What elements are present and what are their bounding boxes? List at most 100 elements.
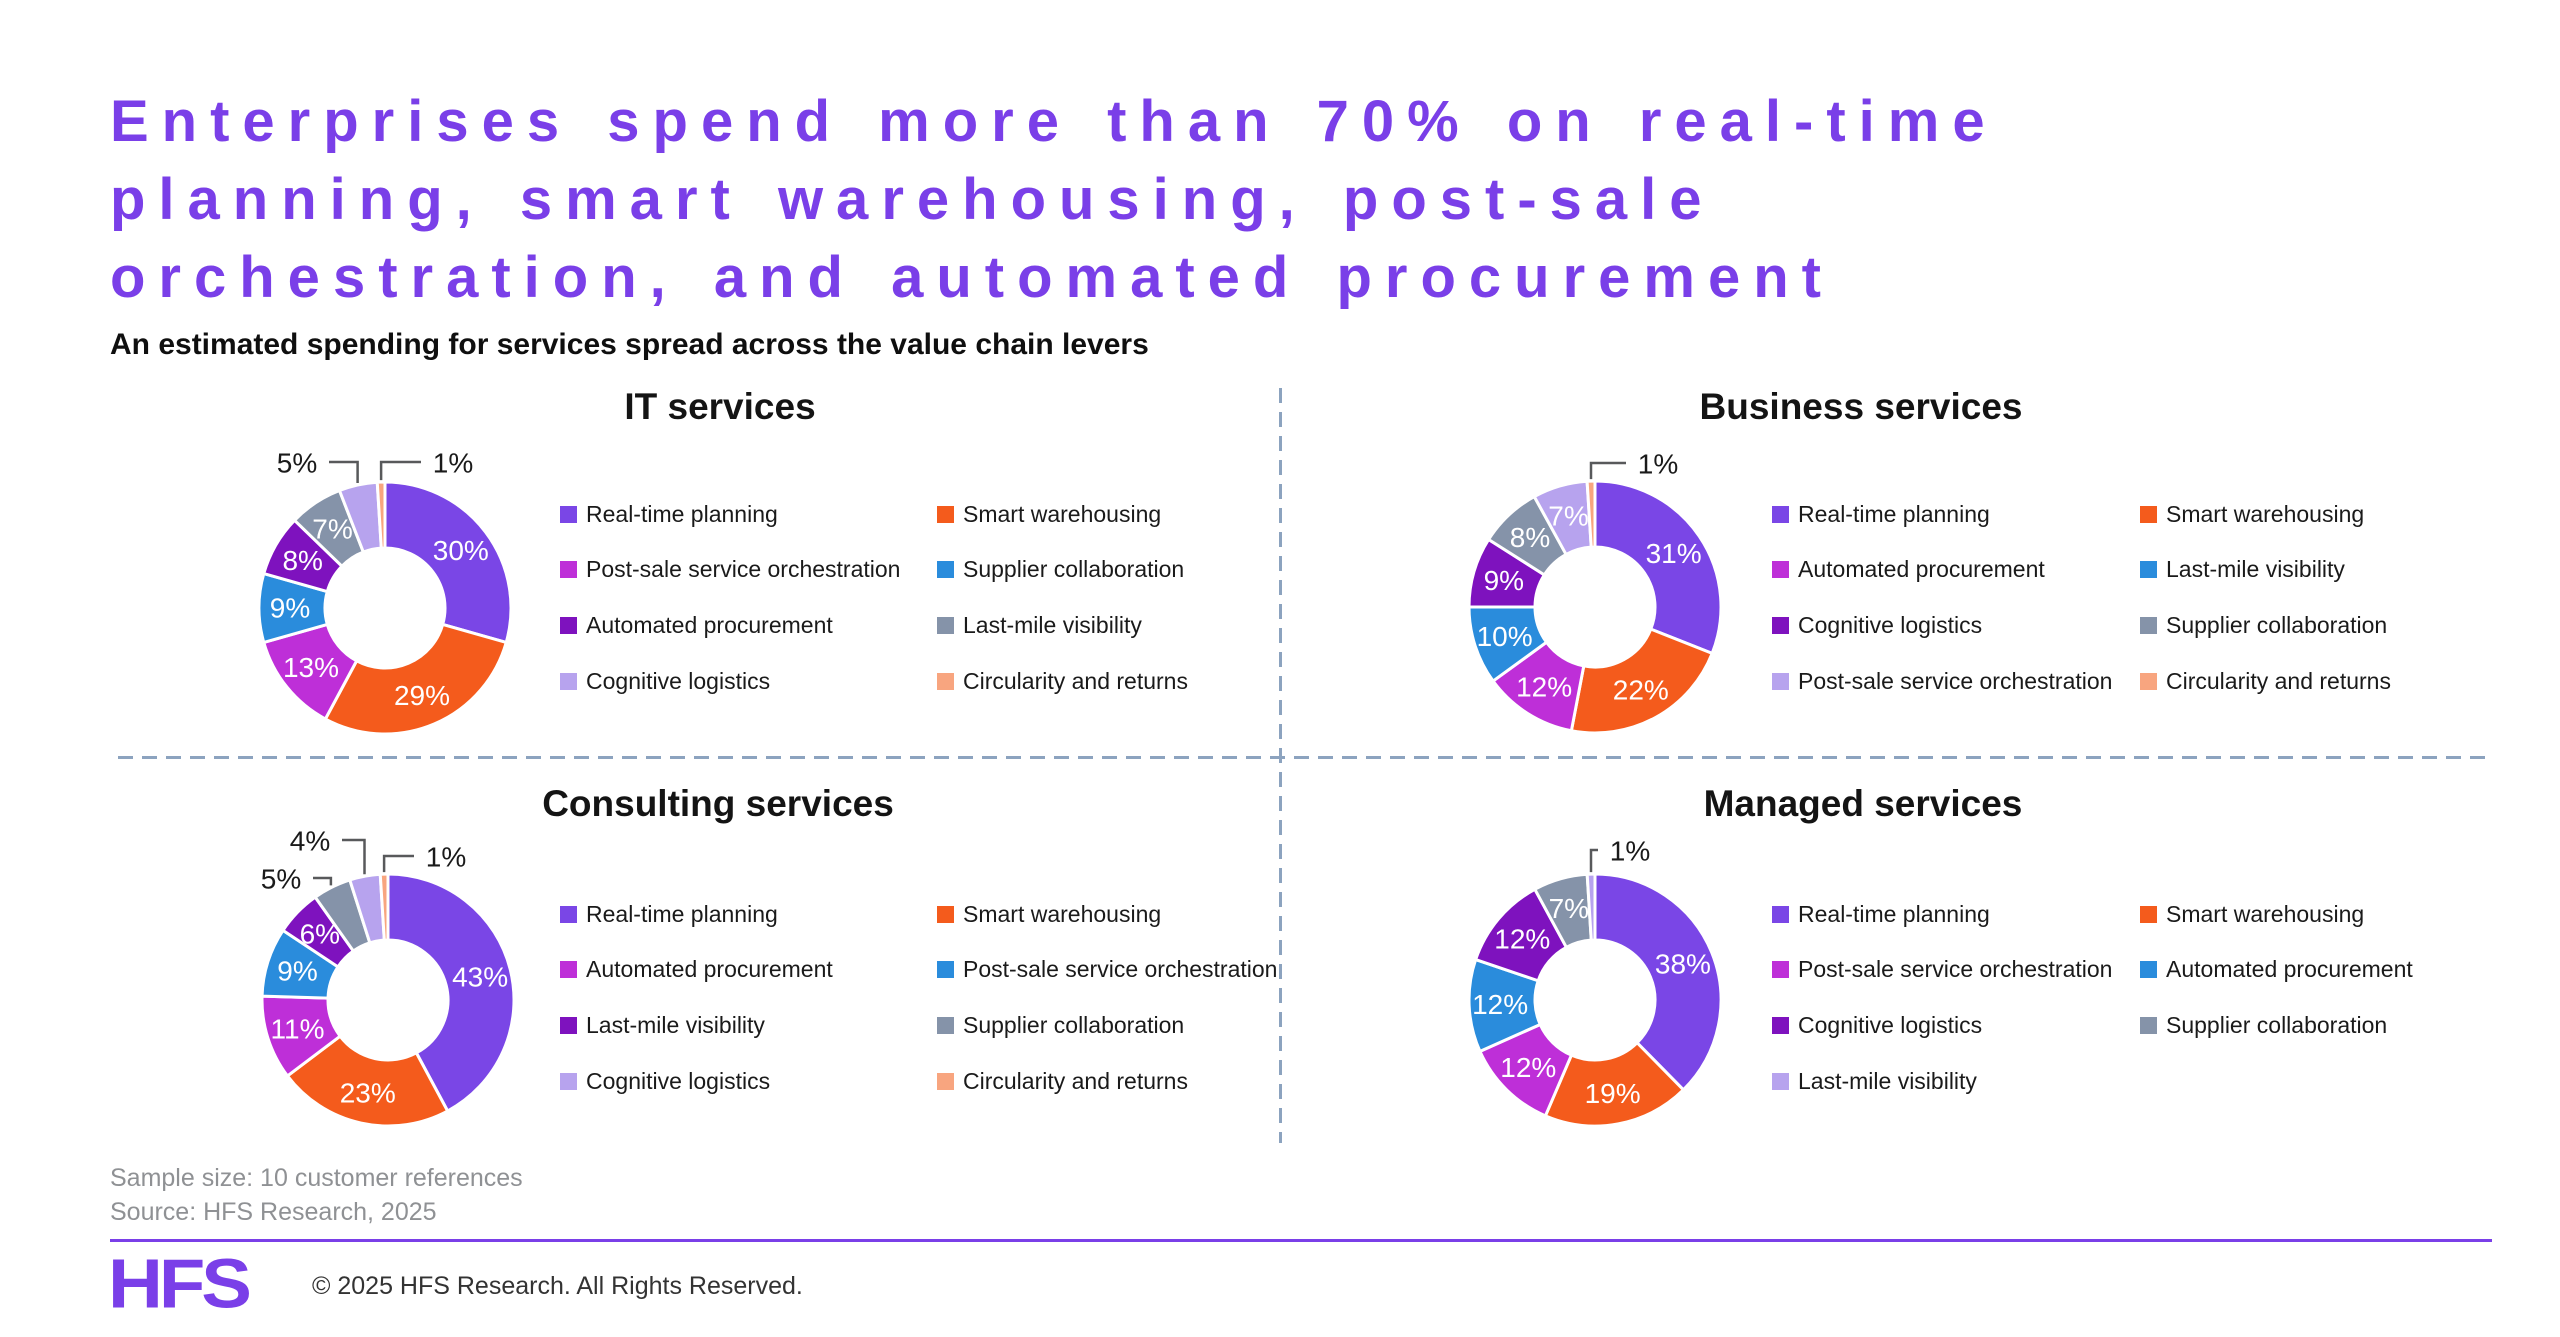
donut-slice (285, 1034, 450, 1128)
legend-swatch-icon (1772, 961, 1789, 979)
legend-label: Circularity and returns (2166, 667, 2391, 694)
legend-item: Smart warehousing (2140, 500, 2364, 528)
legend-item: Smart warehousing (2140, 900, 2364, 928)
callout-value-label: 4% (290, 826, 330, 857)
legend-label: Real-time planning (586, 500, 778, 527)
legend-label: Circularity and returns (963, 667, 1188, 694)
legend-item: Circularity and returns (2140, 667, 2391, 695)
slice-value-label: 7% (1549, 893, 1589, 924)
legend-swatch-icon (560, 616, 577, 634)
legend-label: Cognitive logistics (586, 1067, 771, 1094)
legend-item: Post-sale service orchestration (937, 956, 1277, 984)
legend-item: Last-mile visibility (2140, 556, 2345, 584)
legend-swatch-icon (937, 1072, 954, 1090)
legend-swatch-icon (2140, 616, 2157, 634)
legend-label: Last-mile visibility (963, 611, 1142, 638)
legend-label: Real-time planning (1798, 500, 1990, 527)
legend-label: Supplier collaboration (2166, 611, 2388, 638)
legend-label: Post-sale service orchestration (1798, 956, 2113, 983)
legend-item: Cognitive logistics (560, 1067, 770, 1095)
callout-value-label: 1% (1638, 449, 1678, 480)
legend-item: Circularity and returns (937, 667, 1188, 695)
legend-item: Cognitive logistics (1772, 611, 1982, 639)
legend-swatch-icon (2140, 505, 2157, 523)
legend-item: Real-time planning (560, 900, 778, 928)
donut-chart: 31% 22% 12% 10% 9% 8%7% 1% (1467, 449, 1723, 735)
slice-value-label: 9% (1484, 565, 1524, 596)
legend-swatch-icon (1772, 616, 1789, 634)
legend-label: Smart warehousing (2166, 500, 2365, 527)
legend-swatch-icon (937, 561, 954, 579)
donut-chart: 38%19%12%12%12%7%1% (1467, 836, 1723, 1128)
callout-line (382, 854, 414, 873)
donut-slice (323, 622, 508, 736)
legend-label: Post-sale service orchestration (1798, 667, 2113, 694)
legend-label: Automated procurement (2166, 956, 2413, 983)
donut-slice (1585, 872, 1597, 942)
hfs-logo: HFS (108, 1244, 252, 1324)
quadrant-divider-vertical (1279, 388, 1282, 1143)
legend-label: Post-sale service orchestration (586, 556, 901, 583)
legend-swatch-icon (1772, 1016, 1789, 1034)
legend-label: Last-mile visibility (1798, 1067, 1977, 1094)
legend-item: Smart warehousing (937, 500, 1161, 528)
slice-value-label: 19% (1585, 1078, 1641, 1109)
legend-item: Automated procurement (560, 956, 833, 984)
slice-value-label: 38% (1655, 949, 1711, 980)
donut-slice (386, 872, 516, 1113)
copyright-text: © 2025 HFS Research. All Rights Reserved… (312, 1272, 803, 1300)
slice-value-label: 11% (271, 1013, 325, 1044)
slice-value-label: 10% (1477, 621, 1533, 652)
sample-size-note: Sample size: 10 customer references (110, 1164, 523, 1192)
legend-label: Supplier collaboration (2166, 1011, 2388, 1038)
legend-label: Automated procurement (1798, 556, 2045, 583)
legend-swatch-icon (937, 672, 954, 690)
donut-slice (375, 480, 387, 550)
chart-title: Consulting services (542, 783, 894, 824)
legend-swatch-icon (937, 616, 954, 634)
callout-value-label: 5% (277, 448, 317, 479)
legend-label: Real-time planning (586, 900, 778, 927)
donut-chart: 43%23%11%9%6%5%4%1% (260, 826, 516, 1128)
page-subtitle: An estimated spending for services sprea… (110, 327, 1149, 361)
legend-label: Circularity and returns (963, 1067, 1188, 1094)
legend-swatch-icon (2140, 561, 2157, 579)
legend-swatch-icon (2140, 672, 2157, 690)
legend-swatch-icon (1772, 1072, 1789, 1090)
legend-label: Automated procurement (586, 956, 833, 983)
legend-item: Real-time planning (1772, 900, 1990, 928)
legend-item: Smart warehousing (937, 900, 1161, 928)
donut-slice (1543, 1041, 1685, 1128)
legend-label: Automated procurement (586, 611, 833, 638)
donut-slice (383, 480, 513, 644)
legend-item: Supplier collaboration (2140, 611, 2387, 639)
legend-label: Cognitive logistics (1798, 611, 1983, 638)
legend-label: Cognitive logistics (586, 667, 771, 694)
legend-item: Automated procurement (560, 611, 833, 639)
legend-swatch-icon (1772, 905, 1789, 923)
donut-slice (1593, 872, 1723, 1092)
legend-swatch-icon (560, 672, 577, 690)
chart-title: Managed services (1703, 783, 2023, 824)
legend-label: Supplier collaboration (963, 1011, 1185, 1038)
slice-value-label: 31% (1646, 538, 1702, 569)
legend-swatch-icon (560, 1016, 577, 1034)
legend-label: Smart warehousing (963, 900, 1162, 927)
legend-label: Cognitive logistics (1798, 1011, 1983, 1038)
slice-value-label: 9% (277, 956, 317, 987)
legend-swatch-icon (937, 505, 954, 523)
legend-item: Post-sale service orchestration (1772, 956, 2112, 984)
callout-line (379, 460, 421, 481)
legend-swatch-icon (2140, 905, 2157, 923)
slice-value-label: 43% (452, 961, 508, 992)
chart-title: IT services (624, 386, 816, 427)
legend-item: Cognitive logistics (560, 667, 770, 695)
legend-swatch-icon (2140, 961, 2157, 979)
legend-item: Circularity and returns (937, 1067, 1188, 1095)
donut-chart: 30% 29% 13% 9% 8%7% 5% 1% (257, 448, 513, 736)
legend-label: Supplier collaboration (963, 556, 1185, 583)
slice-value-label: 7% (312, 513, 352, 544)
legend-item: Real-time planning (1772, 500, 1990, 528)
footer-rule (110, 1239, 2492, 1242)
legend-item: Cognitive logistics (1772, 1011, 1982, 1039)
